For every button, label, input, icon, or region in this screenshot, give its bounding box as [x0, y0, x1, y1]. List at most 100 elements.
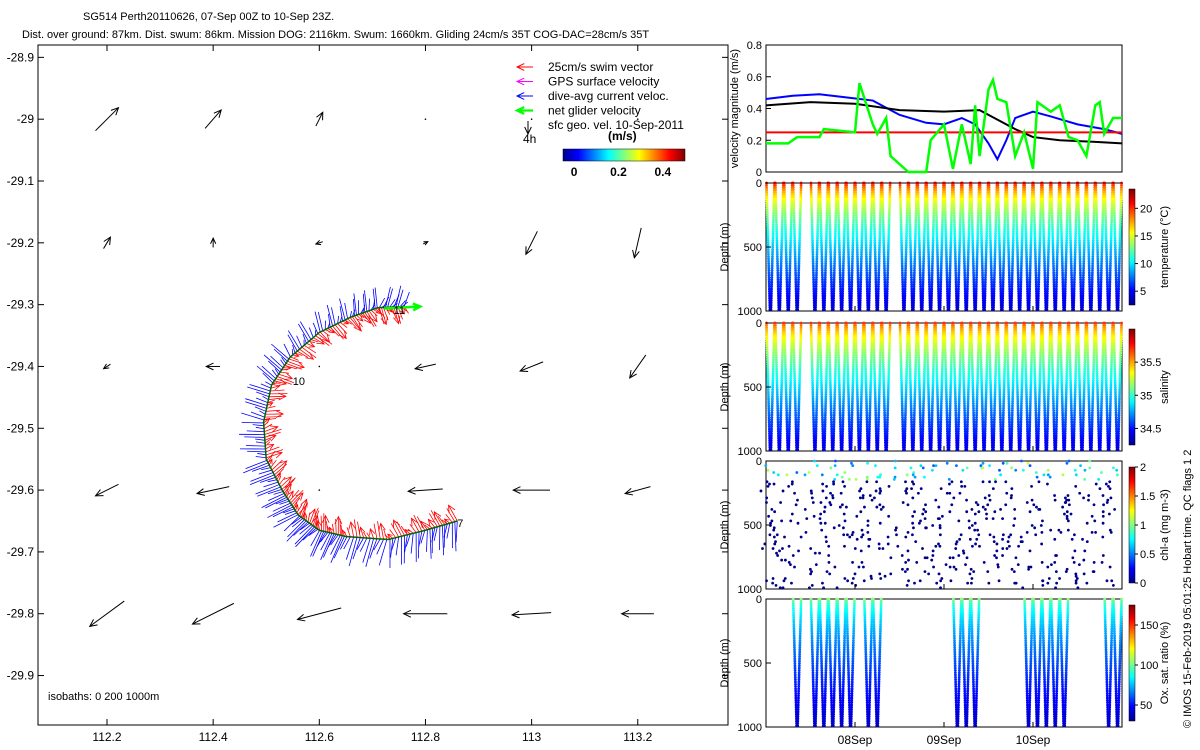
swim-vector [297, 503, 309, 515]
section-point [1089, 308, 1093, 312]
section-point [861, 218, 864, 222]
section-point [793, 229, 796, 233]
section-point [774, 195, 778, 199]
section-point [776, 278, 780, 282]
current-vector [273, 514, 299, 528]
current-vector [246, 430, 265, 433]
section-point [860, 225, 864, 229]
section-point [828, 227, 832, 231]
section-point [820, 253, 824, 256]
section-point [850, 287, 854, 291]
section-point [863, 190, 867, 194]
section-point [837, 209, 840, 213]
current-vector [255, 456, 267, 459]
section-point [798, 236, 802, 240]
geo-vel-arrow-head [512, 486, 521, 494]
section-point [846, 213, 849, 217]
geo-vel-arrow-head [510, 610, 520, 619]
current-vector [292, 344, 296, 354]
section-point [869, 232, 873, 236]
swim-vector [270, 459, 277, 468]
section-point [854, 197, 858, 201]
section-point [851, 239, 855, 243]
section-point [797, 266, 801, 270]
section-point [825, 220, 829, 224]
swim-vector-shaft [309, 508, 316, 524]
section-point [771, 229, 775, 233]
section-point [783, 188, 786, 192]
section-point [830, 287, 834, 291]
map-y-tick-label: -29.1 [7, 174, 35, 188]
section-point [766, 243, 770, 247]
swim-vector-shaft [270, 385, 280, 389]
section-point [784, 253, 788, 256]
geo-vel-arrow-head [88, 619, 98, 628]
swim-vector-shaft [356, 314, 364, 322]
section-point [877, 259, 881, 263]
current-vector [362, 538, 371, 563]
section-point [776, 266, 780, 270]
section-point [846, 223, 850, 226]
section-point [869, 236, 873, 240]
geo-vel-dot [530, 118, 533, 120]
section-point [788, 271, 792, 275]
section-point [877, 250, 881, 254]
current-vector [364, 290, 368, 312]
section-point [787, 289, 791, 293]
section-point [860, 241, 864, 245]
section-point [852, 218, 855, 222]
section-point [847, 257, 851, 261]
section-point [860, 234, 864, 238]
section-point [864, 239, 868, 243]
section-point [877, 269, 881, 272]
section-point [785, 282, 789, 286]
section-point [814, 301, 818, 305]
section-point [811, 257, 815, 261]
swim-vector [265, 446, 280, 453]
section-point [789, 216, 793, 219]
section-point [810, 223, 814, 226]
section-point [765, 211, 769, 215]
section-point [829, 273, 833, 277]
current-vector [291, 516, 302, 525]
swim-vector [265, 441, 271, 447]
section-point [834, 220, 838, 224]
current-vector [397, 289, 404, 307]
swim-vector [430, 510, 441, 527]
section-point [837, 234, 841, 238]
isobaths-label: isobaths: 0 200 1000m [48, 691, 159, 703]
section-point [832, 303, 835, 307]
section-point [771, 255, 774, 259]
section-point [873, 253, 877, 256]
section-point [877, 257, 881, 261]
section-point [839, 285, 842, 289]
current-vector [378, 539, 388, 566]
geo-vel-dot [318, 489, 321, 491]
section-point [823, 280, 827, 284]
section-point [868, 255, 872, 259]
section-point [833, 246, 837, 249]
section-point [816, 234, 819, 238]
section-point [872, 216, 876, 219]
section-point [878, 216, 882, 219]
geo-vel-arrow-head [620, 609, 630, 618]
section-point [819, 204, 822, 208]
section-point [863, 188, 866, 192]
section-point [783, 211, 787, 215]
section-point [815, 248, 819, 252]
section-point [865, 292, 869, 295]
section-point [860, 223, 864, 226]
section-point [861, 204, 865, 208]
swim-vector [264, 425, 279, 433]
section-point [824, 266, 827, 270]
swim-vector-shaft [264, 435, 276, 441]
section-point [872, 220, 876, 224]
section-point [1036, 308, 1040, 312]
section-point [847, 255, 850, 259]
swim-vector-head [448, 504, 456, 514]
section-point [789, 234, 793, 238]
section-point [792, 202, 796, 206]
current-vector [272, 506, 294, 518]
swim-vector-shaft [393, 306, 400, 324]
section-point [811, 243, 815, 247]
